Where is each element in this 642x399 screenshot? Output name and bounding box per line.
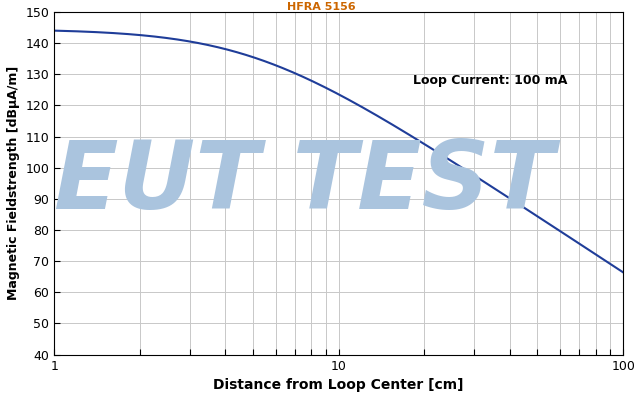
- Y-axis label: Magnetic Fieldstrength [dBμA/m]: Magnetic Fieldstrength [dBμA/m]: [7, 66, 20, 300]
- Text: EUT TEST: EUT TEST: [55, 137, 555, 229]
- Text: HFRA 5156: HFRA 5156: [287, 2, 355, 12]
- X-axis label: Distance from Loop Center [cm]: Distance from Loop Center [cm]: [213, 378, 464, 392]
- Text: Loop Current: 100 mA: Loop Current: 100 mA: [413, 74, 567, 87]
